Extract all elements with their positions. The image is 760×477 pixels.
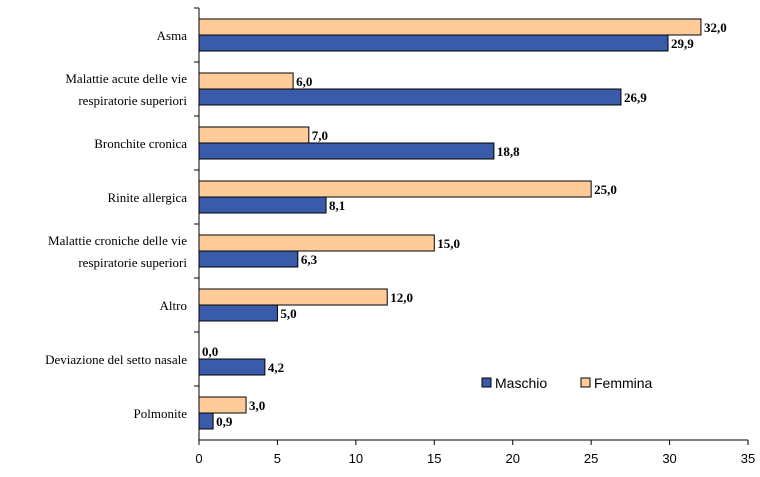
category-label-4-0: Malattie croniche delle vie [48,233,187,248]
category-label-5: Altro [160,298,187,313]
bar-male-1 [198,88,622,106]
bar-male-3 [198,196,327,214]
value-label-female-1: 6,0 [296,74,312,89]
x-tick-label-5: 25 [584,451,598,466]
x-tick-label-2: 10 [349,451,363,466]
value-label-male-0: 29,9 [671,36,694,51]
category-label-1-1: respiratorie superiori [78,93,187,108]
bar-female-1 [198,72,294,90]
category-label-7: Polmonite [134,406,188,421]
bar-male-5 [198,304,278,322]
legend-swatch-maschio [481,377,492,388]
legend: Maschio Femmina [481,375,653,391]
bar-female-3 [198,180,592,198]
bar-female-2 [198,126,310,144]
category-label-1-0: Malattie acute delle vie [65,71,187,86]
value-label-female-4: 15,0 [437,236,460,251]
value-label-male-1: 26,9 [624,90,647,105]
x-tick-label-7: 35 [741,451,755,466]
value-labels: 32,0 29,9 6,0 26,9 7,0 18,8 25,0 8,1 15,0 6,3 12,0… [202,20,727,429]
value-label-female-5: 12,0 [390,290,413,305]
value-label-female-0: 32,0 [704,20,727,35]
value-label-male-5: 5,0 [280,306,296,321]
value-label-female-7: 3,0 [249,398,265,413]
value-label-male-3: 8,1 [329,198,345,213]
bar-female-7 [198,396,247,414]
value-label-male-2: 18,8 [497,144,520,159]
bar-female-4 [198,234,435,252]
bar-male-6 [198,358,266,376]
bar-male-4 [198,250,299,268]
x-tick-label-0: 0 [195,451,202,466]
value-label-male-4: 6,3 [301,252,318,267]
value-label-male-7: 0,9 [216,414,233,429]
category-label-2: Bronchite cronica [94,136,187,151]
category-label-4-1: respiratorie superiori [78,255,187,270]
value-label-female-2: 7,0 [312,128,328,143]
legend-swatch-femmina [580,377,591,388]
axes: 0 5 10 15 20 25 30 35 [194,7,755,466]
x-tick-label-3: 15 [427,451,441,466]
legend-label-femmina: Femmina [594,375,653,391]
bar-female-0 [198,18,702,36]
bar-female-5 [198,288,388,306]
bar-male-0 [198,34,669,52]
x-tick-label-4: 20 [505,451,519,466]
category-labels: Asma Malattie acute delle vie respiratorie… [45,28,187,421]
category-label-3: Rinite allergica [107,190,187,205]
bar-male-7 [198,412,214,430]
category-label-0: Asma [157,28,188,43]
value-label-female-3: 25,0 [594,182,617,197]
bar-male-2 [198,142,495,160]
value-label-female-6: 0,0 [202,344,218,359]
category-label-6: Deviazione del setto nasale [45,352,187,367]
value-label-male-6: 4,2 [268,360,284,375]
x-tick-label-6: 30 [662,451,676,466]
legend-label-maschio: Maschio [495,375,547,391]
x-tick-label-1: 5 [274,451,281,466]
